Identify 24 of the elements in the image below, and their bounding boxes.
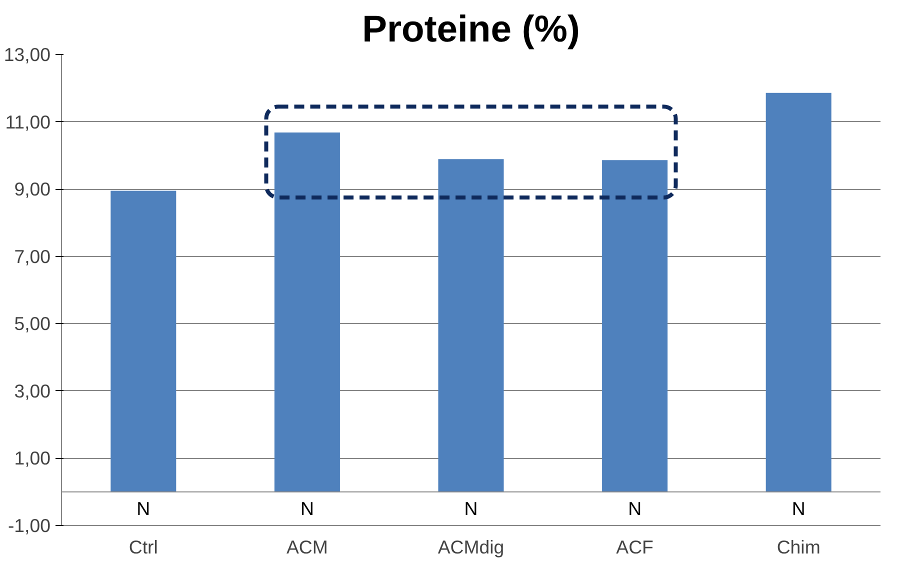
- annotation: N: [300, 498, 314, 520]
- bar: [766, 92, 832, 492]
- x-tick-label: Ctrl: [128, 536, 158, 558]
- annotation: N: [136, 498, 150, 520]
- annotation: N: [628, 498, 642, 520]
- bar: [274, 132, 340, 492]
- y-tick-label: 9,00: [14, 178, 50, 200]
- annotation: N: [792, 498, 806, 520]
- bar: [438, 159, 504, 492]
- annotation: N: [464, 498, 478, 520]
- x-tick-label: Chim: [776, 536, 820, 558]
- y-tick-label: 13,00: [4, 44, 50, 65]
- x-tick-label: ACMdig: [438, 536, 504, 558]
- y-tick-label: 3,00: [14, 380, 50, 402]
- chart-title: Proteine (%): [362, 8, 580, 50]
- x-tick-label: ACM: [286, 536, 328, 558]
- y-tick-label: -1,00: [8, 515, 51, 536]
- bar: [110, 190, 176, 492]
- y-tick-label: 5,00: [14, 313, 50, 334]
- y-tick-label: 11,00: [5, 111, 51, 132]
- y-tick-label: 1,00: [14, 448, 50, 469]
- y-tick-label: 7,00: [14, 246, 50, 267]
- bar: [602, 160, 668, 492]
- x-tick-label: ACF: [616, 536, 654, 558]
